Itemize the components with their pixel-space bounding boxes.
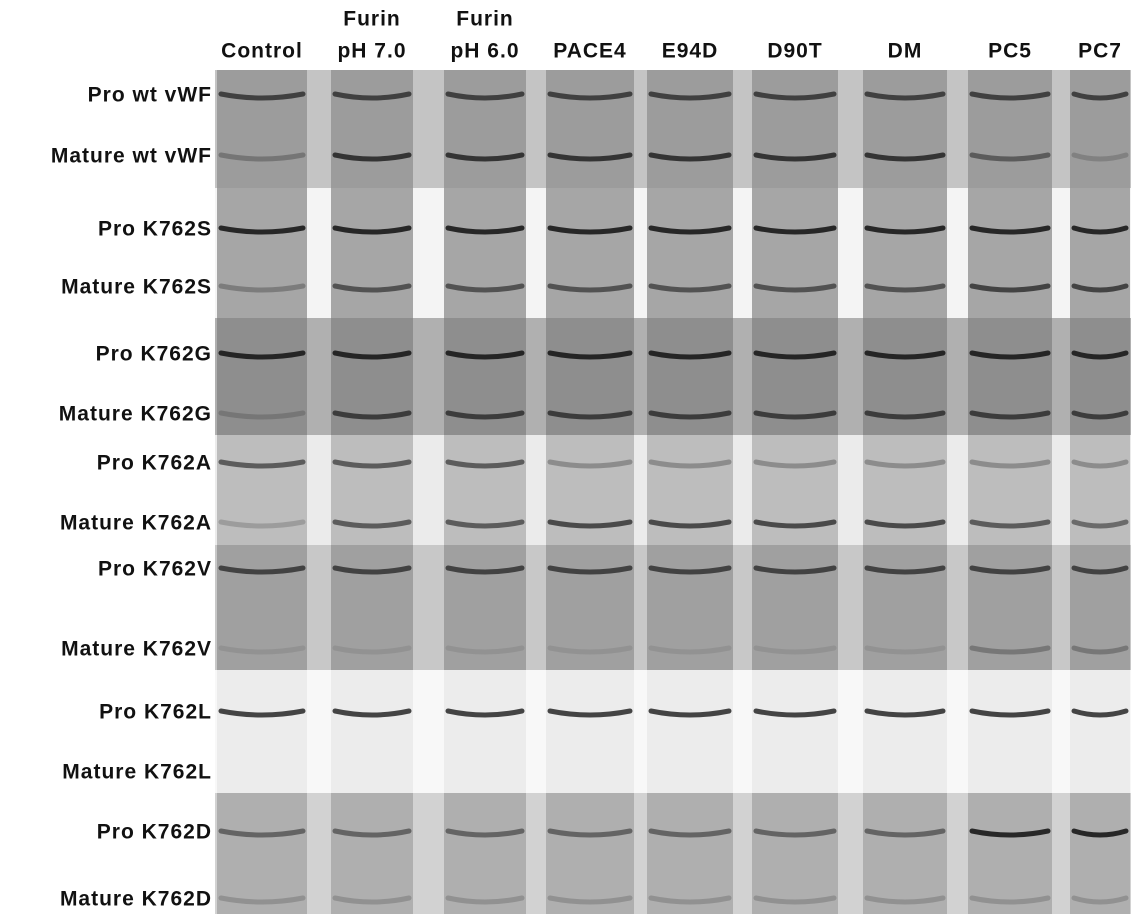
gel-lane xyxy=(546,70,634,188)
row-label: Pro K762D xyxy=(97,821,212,844)
gel-lane xyxy=(331,70,413,188)
column-header: DM xyxy=(888,40,923,63)
gel-lane xyxy=(1070,670,1130,793)
gel-lane xyxy=(217,188,307,318)
gel-lane xyxy=(752,670,838,793)
row-label: Mature K762G xyxy=(59,403,212,426)
column-header: PACE4 xyxy=(553,40,626,63)
row-label: Mature K762S xyxy=(61,276,212,299)
column-header: Furin xyxy=(456,8,514,31)
row-label: Mature K762D xyxy=(60,888,212,911)
row-label: Pro K762S xyxy=(98,218,212,241)
gel-lane xyxy=(863,188,947,318)
column-header: Control xyxy=(221,40,303,63)
gel-lane xyxy=(331,188,413,318)
gel-lane xyxy=(647,670,733,793)
row-label: Mature K762V xyxy=(61,638,212,661)
gel-lane xyxy=(331,793,413,914)
gel-lane xyxy=(863,70,947,188)
gel-lane xyxy=(444,188,526,318)
row-label: Pro wt vWF xyxy=(88,84,212,107)
gel-lane xyxy=(444,793,526,914)
gel-lane xyxy=(546,188,634,318)
column-header: PC5 xyxy=(988,40,1032,63)
row-label: Pro K762A xyxy=(97,452,212,475)
column-header: Furin xyxy=(343,8,401,31)
gel-lane xyxy=(968,793,1052,914)
gel-lane xyxy=(647,793,733,914)
column-header: PC7 xyxy=(1078,40,1122,63)
row-label: Pro K762L xyxy=(99,701,212,724)
gel-lane xyxy=(968,670,1052,793)
gel-lane xyxy=(546,793,634,914)
gel-lane xyxy=(752,188,838,318)
row-label: Pro K762G xyxy=(96,343,212,366)
gel-lane xyxy=(217,670,307,793)
gel-lane xyxy=(1070,70,1130,188)
gel-lane xyxy=(1070,188,1130,318)
row-label: Mature K762L xyxy=(62,761,212,784)
gel-lane xyxy=(863,670,947,793)
gel-lane xyxy=(968,70,1052,188)
gel-lane xyxy=(752,793,838,914)
column-header: D90T xyxy=(767,40,822,63)
row-label: Mature wt vWF xyxy=(51,145,212,168)
row-label: Mature K762A xyxy=(60,512,212,535)
blot-figure: Control Furin pH 7.0 Furin pH 6.0 PACE4 E94D D9… xyxy=(0,0,1131,914)
gel-lane xyxy=(546,670,634,793)
row-label: Pro K762V xyxy=(98,558,212,581)
gel-lane xyxy=(863,793,947,914)
gel-lane xyxy=(968,188,1052,318)
gel-lane xyxy=(217,70,307,188)
gel-lane xyxy=(217,793,307,914)
column-header: E94D xyxy=(662,40,719,63)
gel-lane xyxy=(752,70,838,188)
gel-lane xyxy=(1070,793,1130,914)
column-header: pH 7.0 xyxy=(337,40,406,63)
gel-lane xyxy=(647,188,733,318)
column-header: pH 6.0 xyxy=(450,40,519,63)
gel-lane xyxy=(331,670,413,793)
gel-lane xyxy=(444,670,526,793)
gel-lane xyxy=(444,70,526,188)
gel-lane xyxy=(647,70,733,188)
